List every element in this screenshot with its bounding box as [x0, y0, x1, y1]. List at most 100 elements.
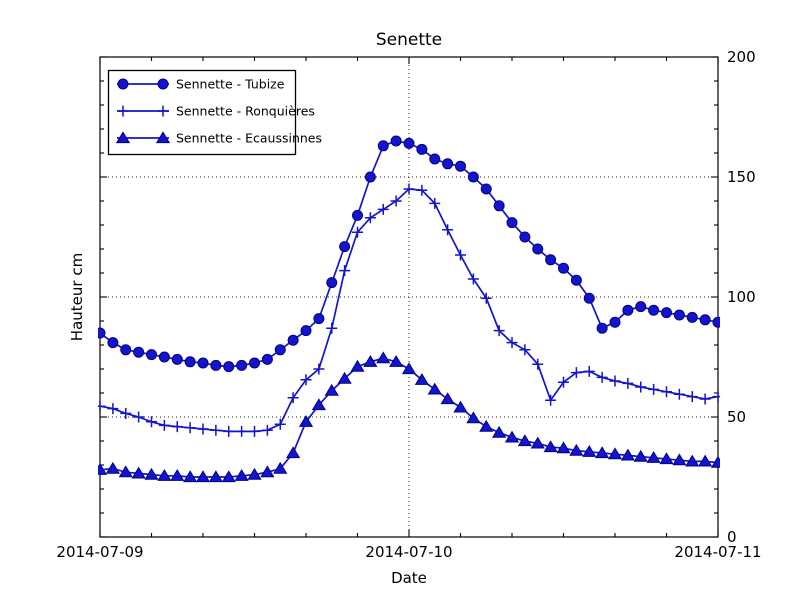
data-point-circle [117, 78, 129, 90]
data-point-plus [390, 195, 402, 207]
data-point-circle [390, 135, 402, 147]
data-point-circle [261, 353, 273, 365]
plot-frame [99, 56, 719, 538]
data-point-circle [300, 325, 312, 337]
data-point-triangle [427, 382, 442, 395]
data-point-triangle [582, 445, 597, 457]
data-point-circle [583, 292, 595, 304]
data-point-triangle [286, 446, 301, 459]
data-point-circle [120, 344, 132, 356]
series-sennette-ecaussinnes [98, 351, 720, 483]
data-point-triangle [672, 453, 687, 466]
data-point-plus [558, 376, 569, 388]
data-point-triangle [517, 434, 532, 447]
data-point-triangle [401, 362, 417, 375]
data-point-triangle [105, 461, 120, 474]
data-point-circle [326, 277, 338, 289]
data-point-plus [609, 375, 621, 387]
data-point-plus [236, 425, 248, 437]
data-point-triangle [710, 455, 720, 468]
y-tick-label: 100 [727, 288, 756, 306]
data-point-plus [117, 105, 129, 117]
data-point-circle [171, 353, 183, 365]
data-point-circle [661, 307, 672, 319]
data-point-circle [648, 304, 660, 316]
series-sennette-tubize [98, 135, 720, 373]
data-point-circle [480, 183, 492, 195]
data-point-triangle [337, 371, 352, 384]
data-point-circle [377, 140, 389, 152]
data-point-triangle [414, 373, 429, 385]
data-point-triangle [569, 443, 584, 456]
x-tick-label: 2014-07-10 [365, 543, 452, 561]
data-point-triangle [620, 448, 635, 461]
data-point-circle [352, 209, 363, 221]
data-point-circle [442, 158, 454, 170]
data-point-plus [364, 212, 376, 224]
data-point-circle [158, 351, 170, 363]
legend-label: Sennette - Tubize [176, 77, 285, 92]
x-axis-label: Date [391, 569, 427, 587]
data-point-plus [455, 249, 466, 261]
data-point-triangle [389, 355, 404, 367]
y-tick-label: 0 [727, 528, 737, 546]
chart-title: Senette [376, 30, 442, 50]
data-point-circle [313, 313, 325, 325]
data-point-triangle [115, 131, 131, 144]
data-point-triangle [298, 415, 314, 427]
data-point-triangle [685, 454, 700, 467]
data-point-circle [699, 314, 711, 326]
data-point-circle [339, 241, 351, 253]
data-point-plus [326, 322, 338, 334]
data-point-plus [210, 424, 222, 436]
y-tick-label: 150 [727, 168, 756, 186]
data-point-triangle [453, 400, 468, 413]
data-point-circle [493, 200, 505, 212]
data-point-circle [98, 327, 106, 339]
data-point-plus [157, 105, 169, 117]
data-point-plus [596, 371, 608, 383]
data-point-circle [210, 359, 222, 371]
data-point-circle [146, 349, 157, 361]
data-point-plus [287, 392, 299, 404]
data-point-circle [236, 359, 248, 371]
data-point-circle [184, 356, 196, 368]
data-point-triangle [247, 467, 262, 480]
data-point-triangle [208, 470, 223, 483]
series-sennette-ronqui-res [98, 183, 720, 437]
data-point-plus [648, 383, 660, 395]
data-point-circle [364, 171, 376, 183]
data-point-circle [107, 337, 119, 349]
data-point-plus [249, 425, 260, 437]
data-point-plus [622, 377, 634, 389]
y-tick-label: 200 [727, 48, 756, 66]
data-point-plus [699, 393, 711, 405]
data-point-triangle [363, 355, 378, 367]
data-point-plus [133, 411, 145, 423]
data-point-triangle [221, 470, 236, 483]
data-point-plus [184, 422, 196, 434]
data-point-plus [120, 407, 132, 419]
data-point-triangle [234, 469, 249, 481]
data-point-triangle [440, 392, 455, 405]
data-point-plus [442, 224, 454, 236]
data-point-triangle [350, 359, 365, 372]
data-point-plus [712, 391, 720, 403]
data-point-plus [661, 386, 672, 398]
data-point-circle [712, 316, 720, 328]
data-point-plus [635, 381, 647, 393]
data-point-circle [223, 361, 235, 373]
data-point-plus [339, 265, 351, 277]
data-point-plus [300, 374, 312, 386]
data-point-triangle [646, 451, 661, 463]
data-point-triangle [607, 447, 623, 460]
data-point-circle [532, 243, 544, 255]
data-point-circle [197, 357, 209, 369]
data-point-plus [519, 344, 531, 356]
data-point-triangle [155, 131, 171, 144]
data-point-triangle [195, 470, 211, 483]
data-point-plus [493, 325, 505, 337]
data-point-triangle [260, 465, 275, 478]
data-point-triangle [530, 436, 545, 449]
